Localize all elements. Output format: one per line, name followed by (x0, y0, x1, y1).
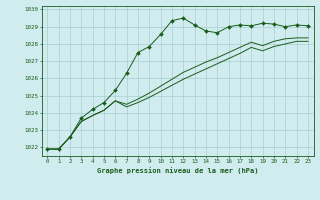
X-axis label: Graphe pression niveau de la mer (hPa): Graphe pression niveau de la mer (hPa) (97, 167, 258, 174)
